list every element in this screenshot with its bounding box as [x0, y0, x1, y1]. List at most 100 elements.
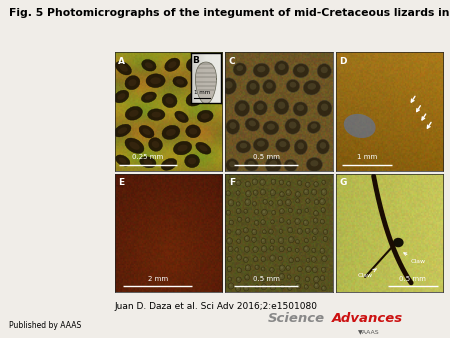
Text: ▼AAAS: ▼AAAS — [358, 329, 380, 334]
Circle shape — [312, 237, 316, 241]
Ellipse shape — [248, 161, 255, 166]
Circle shape — [287, 191, 289, 193]
Circle shape — [289, 258, 293, 263]
Text: 2 mm: 2 mm — [148, 276, 168, 282]
Circle shape — [261, 220, 263, 222]
Ellipse shape — [146, 74, 165, 88]
Ellipse shape — [233, 63, 247, 76]
Circle shape — [279, 256, 282, 261]
Circle shape — [246, 219, 248, 220]
Circle shape — [253, 180, 255, 183]
Circle shape — [246, 191, 251, 197]
Ellipse shape — [253, 138, 269, 151]
Circle shape — [255, 265, 259, 270]
Ellipse shape — [266, 157, 281, 173]
Ellipse shape — [230, 122, 236, 129]
Circle shape — [313, 237, 315, 239]
Circle shape — [287, 201, 289, 203]
Circle shape — [270, 267, 274, 272]
Ellipse shape — [139, 125, 154, 138]
Circle shape — [297, 284, 299, 287]
Circle shape — [298, 210, 300, 212]
Circle shape — [252, 229, 257, 235]
Polygon shape — [195, 62, 216, 104]
Circle shape — [237, 287, 239, 289]
Text: A: A — [118, 57, 125, 66]
Text: 1 mm: 1 mm — [194, 91, 210, 95]
Ellipse shape — [240, 143, 247, 148]
Circle shape — [297, 199, 298, 201]
Circle shape — [296, 220, 298, 222]
Ellipse shape — [190, 95, 200, 103]
Text: Juan D. Daza et al. Sci Adv 2016;2:e1501080: Juan D. Daza et al. Sci Adv 2016;2:e1501… — [115, 302, 318, 311]
Circle shape — [320, 275, 325, 281]
Text: C: C — [229, 57, 235, 66]
Text: G: G — [339, 178, 347, 188]
Circle shape — [288, 227, 292, 233]
Circle shape — [279, 229, 283, 234]
Ellipse shape — [344, 114, 376, 138]
Ellipse shape — [152, 112, 161, 118]
Ellipse shape — [119, 65, 128, 72]
Ellipse shape — [289, 122, 297, 129]
Ellipse shape — [168, 61, 176, 68]
Circle shape — [312, 228, 318, 234]
Circle shape — [272, 211, 274, 213]
Text: Claw: Claw — [358, 269, 377, 278]
Circle shape — [238, 256, 240, 258]
Circle shape — [269, 229, 273, 234]
Circle shape — [255, 210, 257, 212]
Circle shape — [254, 209, 259, 214]
Circle shape — [290, 238, 292, 240]
Circle shape — [230, 201, 232, 203]
Circle shape — [295, 218, 300, 224]
Circle shape — [306, 183, 308, 185]
Circle shape — [270, 246, 272, 248]
Ellipse shape — [165, 58, 180, 71]
Circle shape — [261, 189, 265, 195]
Circle shape — [305, 285, 306, 287]
Circle shape — [237, 268, 242, 273]
Circle shape — [238, 217, 242, 222]
Circle shape — [235, 248, 239, 252]
Circle shape — [279, 201, 281, 203]
Ellipse shape — [142, 59, 156, 71]
Circle shape — [244, 209, 248, 213]
Circle shape — [229, 179, 233, 184]
Circle shape — [314, 283, 319, 289]
Circle shape — [244, 210, 246, 212]
Text: Fig. 5 Photomicrographs of the integument of mid-Cretaceous lizards in Burmese a: Fig. 5 Photomicrographs of the integumen… — [9, 8, 450, 19]
Ellipse shape — [165, 161, 173, 167]
Circle shape — [244, 258, 246, 260]
Circle shape — [254, 191, 256, 193]
Ellipse shape — [278, 64, 285, 70]
Circle shape — [237, 239, 241, 243]
Circle shape — [271, 240, 273, 242]
Ellipse shape — [279, 141, 287, 147]
Ellipse shape — [129, 142, 140, 150]
Circle shape — [246, 266, 248, 268]
Circle shape — [286, 266, 290, 270]
Circle shape — [314, 211, 318, 216]
Circle shape — [323, 181, 324, 183]
Circle shape — [247, 192, 249, 194]
Ellipse shape — [274, 98, 289, 115]
Circle shape — [261, 220, 265, 225]
Circle shape — [246, 183, 248, 185]
Circle shape — [290, 259, 292, 261]
Circle shape — [271, 179, 276, 184]
Circle shape — [278, 200, 283, 206]
Ellipse shape — [114, 124, 131, 137]
Circle shape — [236, 209, 241, 214]
Circle shape — [229, 247, 231, 249]
Circle shape — [315, 212, 316, 214]
Circle shape — [280, 181, 282, 183]
Circle shape — [306, 182, 310, 187]
Circle shape — [280, 193, 282, 195]
Circle shape — [230, 221, 232, 223]
Circle shape — [230, 284, 231, 287]
Circle shape — [297, 180, 302, 186]
Ellipse shape — [226, 119, 240, 134]
Circle shape — [261, 277, 266, 282]
Ellipse shape — [166, 129, 176, 136]
